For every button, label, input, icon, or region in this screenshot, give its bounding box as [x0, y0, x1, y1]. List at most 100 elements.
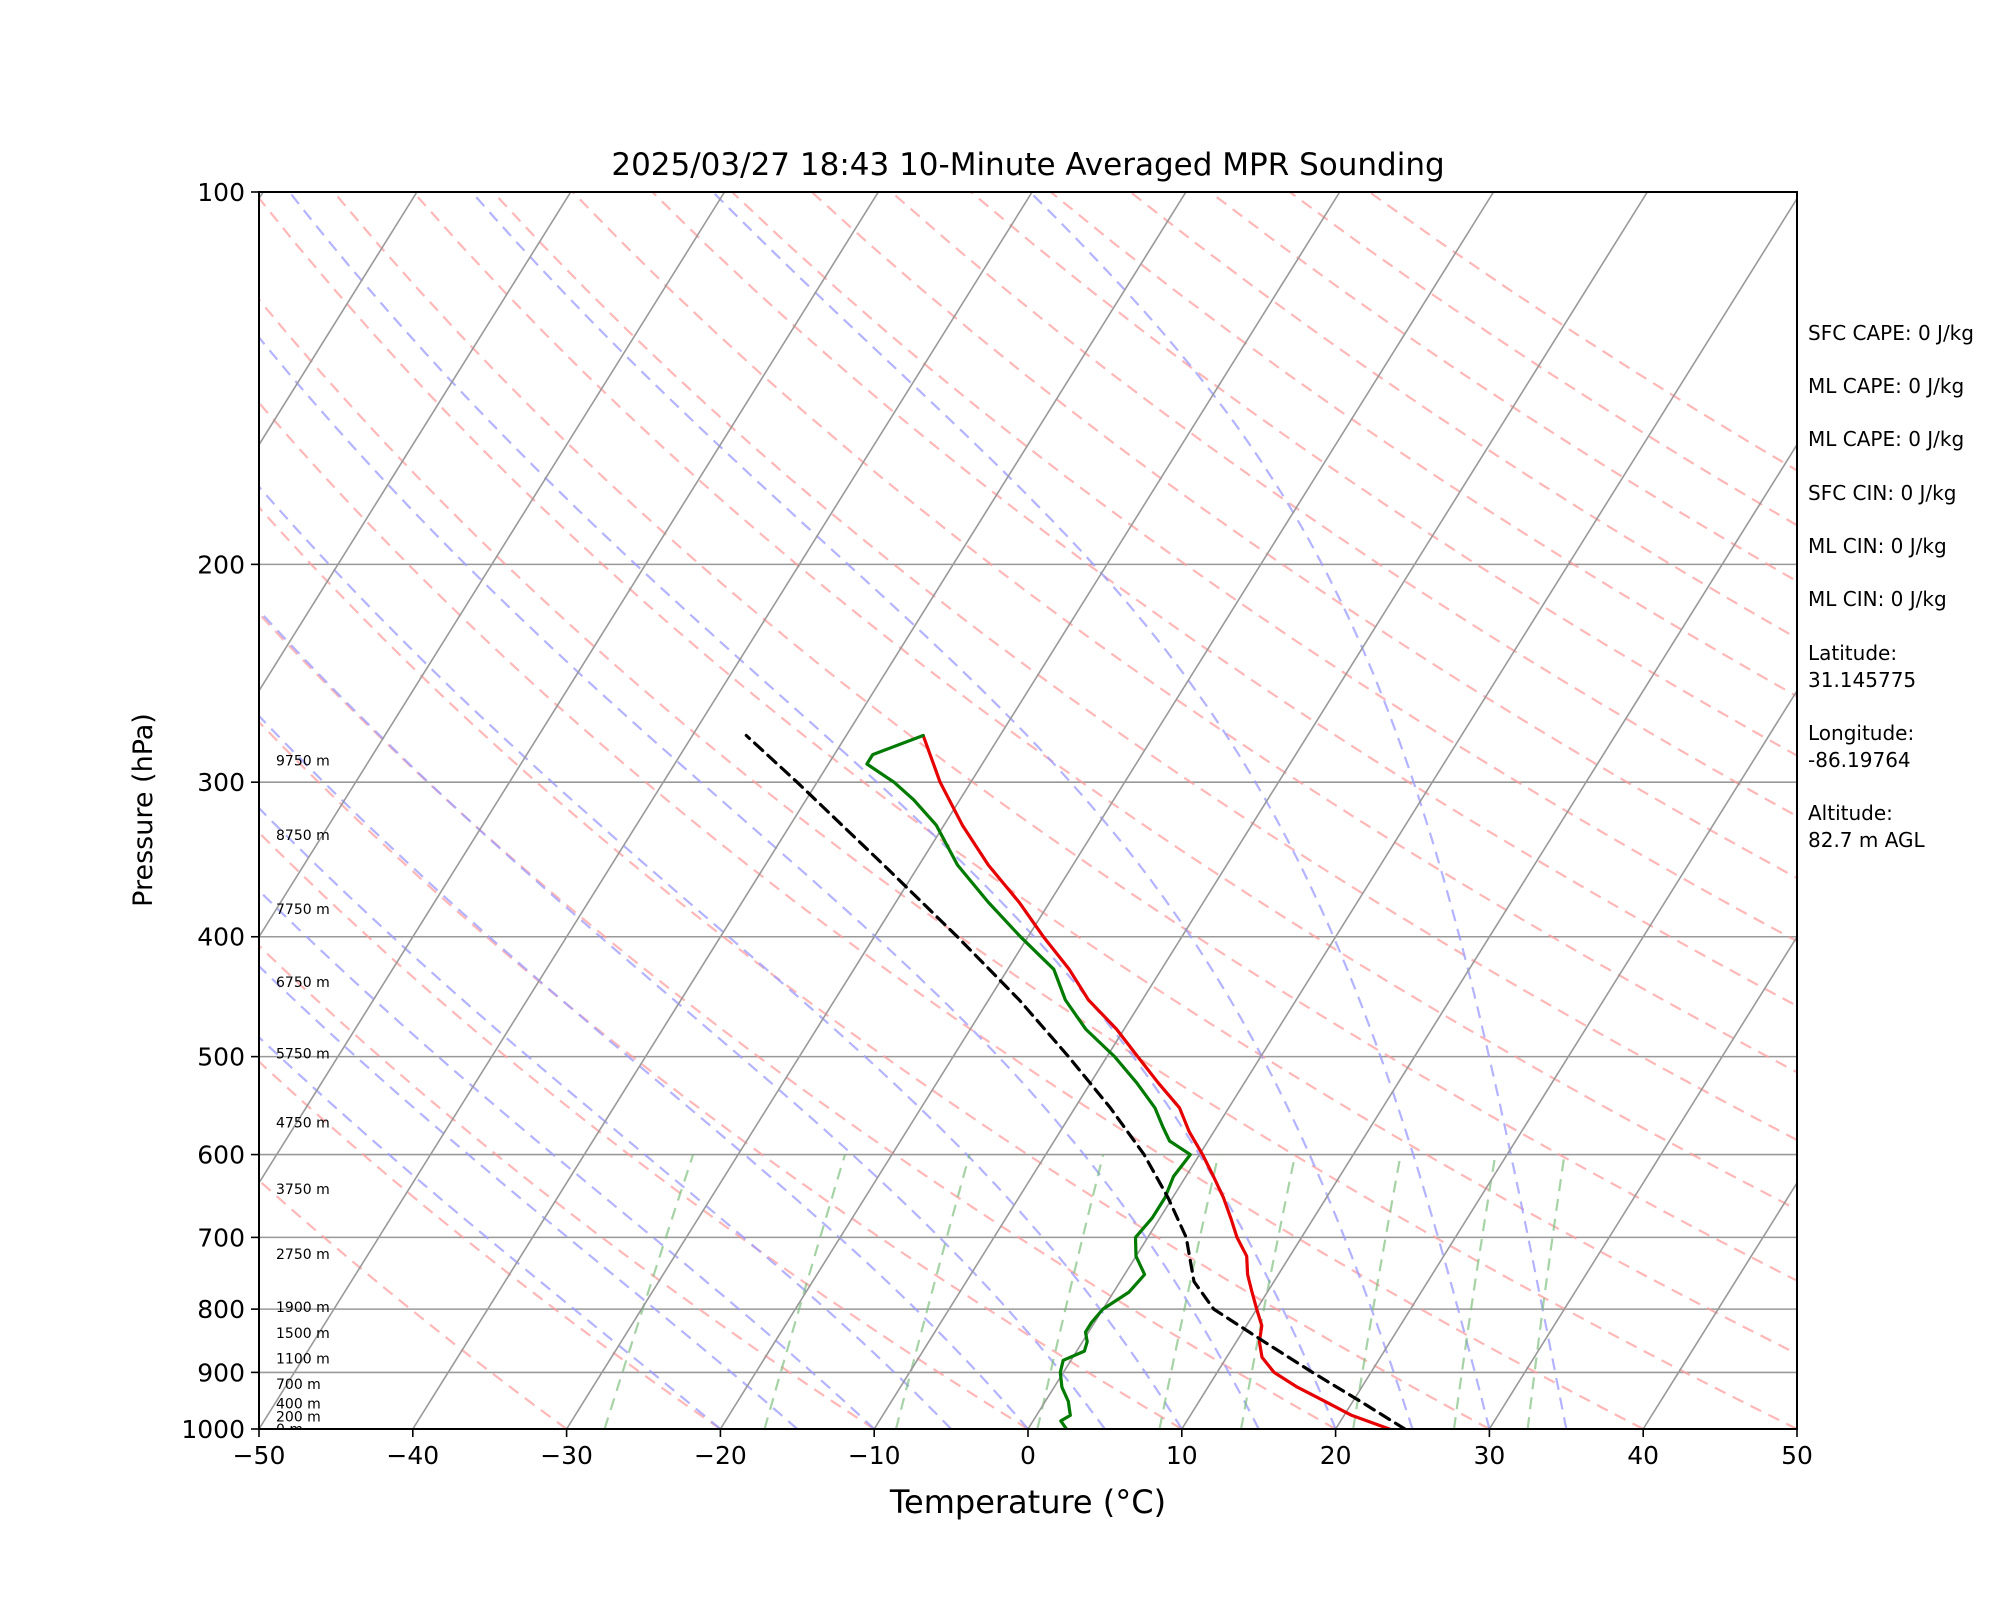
- dry-adiabat-line: [259, 831, 1029, 1429]
- mixing-ratio-line: [1240, 1154, 1297, 1429]
- dry-adiabat-line: [259, 196, 1797, 1356]
- x-tick-label: 50: [1781, 1441, 1813, 1470]
- dry-adiabat-line: [332, 192, 1797, 1282]
- mixing-ratio-line: [894, 1154, 971, 1429]
- moist-adiabat-line: [259, 1035, 722, 1429]
- isotherm-line: [719, 192, 1495, 1429]
- dry-adiabat-line: [259, 298, 1797, 1429]
- ml-cape-label-2: ML CAPE: 0 J/kg: [1808, 427, 1964, 451]
- dewpoint-profile-line: [865, 733, 1192, 1429]
- dry-adiabat-line: [651, 192, 1797, 1008]
- height-label: 7750 m: [276, 902, 330, 918]
- mixing-ratio-line: [763, 1154, 847, 1429]
- height-label: 1100 m: [276, 1351, 330, 1367]
- mixing-ratio-line: [603, 1154, 695, 1429]
- x-axis-ticks: −50 −40 −30 −20 −10 0 10 20 30 40 50: [233, 1429, 1813, 1470]
- y-tick-label: 700: [197, 1223, 245, 1252]
- mixing-ratio-line: [1452, 1154, 1497, 1429]
- y-tick-label: 200: [197, 550, 245, 579]
- moist-adiabat-line: [259, 806, 952, 1429]
- longitude-label: Longitude:: [1808, 721, 1914, 745]
- height-label: 4750 m: [276, 1115, 330, 1131]
- dry-adiabats: [259, 192, 1797, 1429]
- x-tick-label: 40: [1627, 1441, 1659, 1470]
- x-tick-label: −20: [694, 1441, 747, 1470]
- isotherm-line: [1334, 689, 1797, 1429]
- ml-cin-label-2: ML CIN: 0 J/kg: [1808, 587, 1947, 611]
- mixing-ratio-lines: [603, 1154, 1566, 1429]
- x-axis-label: Temperature (°C): [889, 1483, 1166, 1521]
- height-label: 1500 m: [276, 1326, 330, 1342]
- height-label: 1900 m: [276, 1300, 330, 1316]
- moist-adiabat-line: [259, 608, 1106, 1429]
- height-label: 700 m: [276, 1377, 321, 1393]
- altitude-value: 82.7 m AGL: [1808, 828, 1926, 852]
- height-label: 200 m: [276, 1409, 321, 1425]
- sounding-profiles: [744, 733, 1407, 1429]
- dry-adiabat-line: [731, 192, 1797, 943]
- chart-title: 2025/03/27 18:43 10-Minute Averaged MPR …: [611, 147, 1444, 183]
- moist-adiabat-line: [1029, 192, 1568, 1429]
- y-axis-ticks: 100 200 300 400 500 600 700 800 900 1000: [181, 178, 259, 1444]
- temperature-profile-line: [921, 733, 1391, 1429]
- moist-adiabat-line: [259, 485, 1183, 1429]
- sfc-cape-label: SFC CAPE: 0 J/kg: [1808, 321, 1974, 345]
- mixing-ratio-line: [1352, 1154, 1402, 1429]
- isotherm-line: [259, 192, 880, 1185]
- height-label: 9750 m: [276, 753, 330, 769]
- isotherm-line: [1027, 197, 1797, 1429]
- x-tick-label: −10: [848, 1441, 901, 1470]
- x-tick-label: −50: [233, 1441, 286, 1470]
- y-tick-label: 300: [197, 768, 245, 797]
- height-label: 6750 m: [276, 975, 330, 991]
- moist-adiabat-line: [259, 964, 799, 1429]
- isotherm-line: [1181, 443, 1797, 1429]
- height-label: 0 m: [276, 1422, 303, 1438]
- y-tick-label: 600: [197, 1141, 245, 1170]
- mixing-ratio-line: [1158, 1154, 1220, 1429]
- dry-adiabat-line: [970, 192, 1797, 757]
- latitude-label: Latitude:: [1808, 641, 1897, 665]
- ml-cin-label: ML CIN: 0 J/kg: [1808, 534, 1947, 558]
- height-label: 3750 m: [276, 1182, 330, 1198]
- x-tick-label: 20: [1320, 1441, 1352, 1470]
- moist-adiabat-line: [259, 889, 875, 1429]
- moist-adiabat-line: [288, 192, 1337, 1429]
- parcel-profile-line: [744, 733, 1407, 1429]
- dry-adiabat-line: [259, 401, 1644, 1429]
- isotherm-line: [412, 192, 1187, 1429]
- dry-adiabat-line: [259, 944, 875, 1429]
- ml-cape-label: ML CAPE: 0 J/kg: [1808, 374, 1964, 398]
- isotherm-line: [1642, 1181, 1797, 1429]
- x-tick-label: 0: [1020, 1441, 1036, 1470]
- isotherm-line: [1488, 935, 1797, 1429]
- x-tick-label: 30: [1473, 1441, 1505, 1470]
- mixing-ratio-line: [1036, 1154, 1105, 1429]
- longitude-value: -86.19764: [1808, 748, 1911, 772]
- altitude-label: Altitude:: [1808, 801, 1893, 825]
- isotherm-gridlines: [259, 192, 1797, 1429]
- dry-adiabat-line: [492, 192, 1797, 1142]
- moist-adiabat-line: [470, 192, 1414, 1429]
- y-tick-label: 800: [197, 1295, 245, 1324]
- isotherm-line: [259, 192, 726, 939]
- moist-adiabats: [259, 192, 1568, 1429]
- height-label: 400 m: [276, 1397, 321, 1413]
- y-tick-label: 400: [197, 923, 245, 952]
- moist-adiabat-line: [259, 335, 1260, 1429]
- dry-adiabat-line: [1050, 192, 1797, 698]
- isotherm-line: [873, 192, 1649, 1429]
- x-tick-label: 10: [1166, 1441, 1198, 1470]
- dry-adiabat-line: [259, 1179, 568, 1429]
- dry-adiabat-line: [259, 720, 1183, 1429]
- y-tick-label: 900: [197, 1358, 245, 1387]
- x-tick-label: −30: [540, 1441, 593, 1470]
- x-tick-label: −40: [386, 1441, 439, 1470]
- sounding-stats-panel: SFC CAPE: 0 J/kg ML CAPE: 0 J/kg ML CAPE…: [1808, 321, 1974, 852]
- moist-adiabat-line: [259, 714, 1029, 1429]
- y-tick-label: 500: [197, 1043, 245, 1072]
- y-axis-label: Pressure (hPa): [128, 713, 159, 907]
